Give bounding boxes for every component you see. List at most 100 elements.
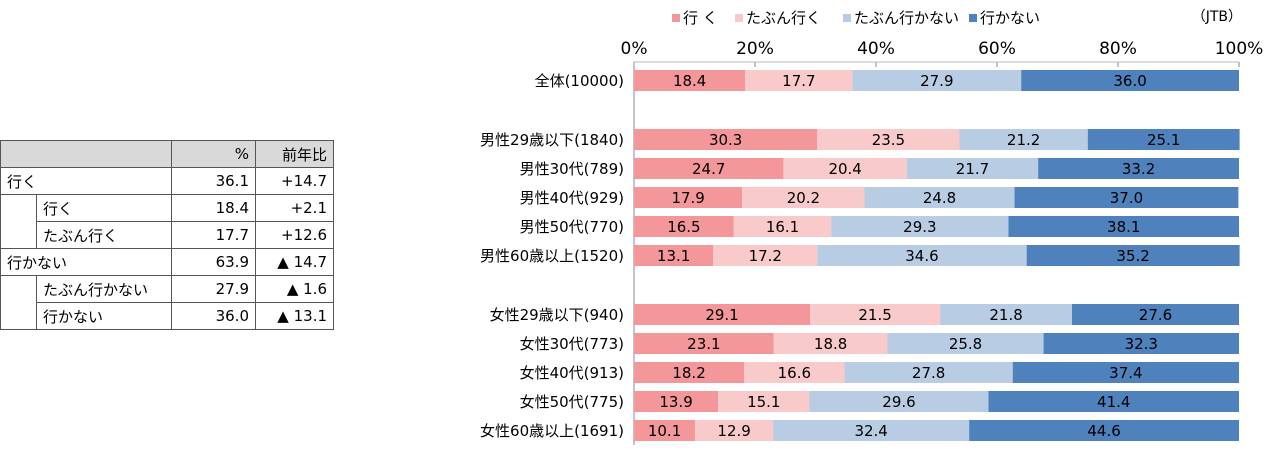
category-labels: 全体(10000) 男性29歳以下(1840) 男性30代(789) 男性40代(92… bbox=[480, 72, 624, 440]
legend-swatch bbox=[843, 14, 851, 22]
row-label: たぶん行かない bbox=[36, 275, 172, 303]
bar-data-label: 20.2 bbox=[787, 189, 820, 207]
x-axis-ticks: 0% 20% 40% 60% 80% 100% bbox=[621, 39, 1264, 445]
bar-data-label: 29.6 bbox=[882, 393, 915, 411]
bar-data-label: 30.3 bbox=[709, 131, 742, 149]
bar-segment bbox=[988, 391, 1239, 412]
row-yoy: ▲ 14.7 bbox=[255, 248, 334, 276]
bar-data-label: 27.8 bbox=[912, 364, 945, 382]
header-cell-percent: % bbox=[171, 140, 256, 168]
category-label: 女性29歳以下(940) bbox=[490, 306, 624, 324]
bar-data-label: 24.7 bbox=[692, 160, 725, 178]
category-label: 男性40代(929) bbox=[520, 189, 624, 207]
bar-segment bbox=[809, 391, 989, 412]
table-row: 行かない 63.9 ▲ 14.7 bbox=[0, 248, 334, 276]
legend-label: たぶん行く bbox=[746, 9, 821, 27]
bar-segment bbox=[1012, 362, 1239, 383]
bar-data-label: 24.8 bbox=[923, 189, 956, 207]
bar-segment bbox=[1038, 158, 1239, 179]
bar-data-label: 27.6 bbox=[1139, 306, 1172, 324]
bar-data-label: 34.6 bbox=[905, 247, 938, 265]
bar-data-label: 21.5 bbox=[858, 306, 891, 324]
bar-segment bbox=[742, 187, 865, 208]
row-value: 36.0 bbox=[171, 302, 256, 330]
x-tick-label: 0% bbox=[621, 39, 648, 59]
bar-data-label: 37.0 bbox=[1110, 189, 1143, 207]
bar-segment bbox=[817, 245, 1027, 266]
bar-data-label: 17.7 bbox=[782, 72, 815, 90]
legend-swatch bbox=[969, 14, 977, 22]
row-value: 63.9 bbox=[171, 248, 256, 276]
bar-segment bbox=[969, 420, 1239, 441]
bar-segment bbox=[1014, 187, 1239, 208]
category-label: 女性40代(913) bbox=[520, 364, 624, 382]
row-label: たぶん行く bbox=[36, 221, 172, 249]
bar-data-label: 16.6 bbox=[778, 364, 811, 382]
bar-series: 18.4 17.7 27.9 36.0 30.3 23.5 21.2 25.1 24.7 20.4… bbox=[634, 70, 1240, 441]
bar-data-label: 27.9 bbox=[920, 72, 953, 90]
row-yoy: +12.6 bbox=[255, 221, 334, 249]
bar-data-label: 36.0 bbox=[1113, 72, 1146, 90]
x-tick-label: 40% bbox=[857, 39, 895, 59]
bar-data-label: 17.2 bbox=[749, 247, 782, 265]
bar-segment bbox=[810, 304, 941, 325]
bar-data-label: 25.8 bbox=[949, 335, 982, 353]
row-label: 行く bbox=[0, 167, 172, 195]
legend-swatch bbox=[735, 14, 743, 22]
bar-data-label: 17.9 bbox=[671, 189, 704, 207]
bar-data-label: 21.7 bbox=[956, 160, 989, 178]
table-row: 行く 18.4 +2.1 bbox=[0, 194, 334, 222]
row-yoy: +14.7 bbox=[255, 167, 334, 195]
bar-segment bbox=[906, 158, 1039, 179]
bar-segment bbox=[634, 362, 745, 383]
x-tick-label: 60% bbox=[978, 39, 1016, 59]
bar-segment bbox=[773, 420, 970, 441]
bar-segment bbox=[745, 70, 853, 91]
row-label: 行く bbox=[36, 194, 172, 222]
row-value: 17.7 bbox=[171, 221, 256, 249]
category-label: 女性60歳以上(1691) bbox=[480, 422, 624, 440]
table-row: たぶん行かない 27.9 ▲ 1.6 bbox=[0, 275, 334, 303]
category-label: 男性30代(789) bbox=[520, 160, 624, 178]
bar-segment bbox=[634, 70, 746, 91]
bar-segment bbox=[634, 420, 696, 441]
bar-data-label: 32.3 bbox=[1125, 335, 1158, 353]
bar-data-label: 12.9 bbox=[717, 422, 750, 440]
bar-segment bbox=[1008, 216, 1239, 237]
bar-segment bbox=[844, 362, 1013, 383]
header-cell-label bbox=[0, 140, 172, 168]
bar-data-label: 18.4 bbox=[673, 72, 706, 90]
bar-data-label: 33.2 bbox=[1122, 160, 1155, 178]
bar-segment bbox=[1087, 129, 1240, 150]
bar-segment bbox=[634, 216, 734, 237]
legend-swatch bbox=[672, 14, 680, 22]
bar-data-label: 20.4 bbox=[828, 160, 861, 178]
bar-segment bbox=[695, 420, 774, 441]
bar-data-label: 35.2 bbox=[1116, 247, 1149, 265]
bar-segment bbox=[852, 70, 1022, 91]
bar-data-label: 13.9 bbox=[659, 393, 692, 411]
bar-segment bbox=[831, 216, 1009, 237]
bar-data-label: 29.3 bbox=[903, 218, 936, 236]
indent-cell bbox=[0, 194, 37, 222]
bar-data-label: 13.1 bbox=[657, 247, 690, 265]
indent-cell bbox=[0, 275, 37, 303]
bar-data-label: 23.1 bbox=[687, 335, 720, 353]
table-header-row: % 前年比 bbox=[0, 140, 334, 168]
bar-segment bbox=[864, 187, 1015, 208]
x-tick-label: 100% bbox=[1215, 39, 1264, 59]
source-note: （JTB） bbox=[1192, 9, 1242, 25]
bar-data-label: 38.1 bbox=[1107, 218, 1140, 236]
bar-segment bbox=[1021, 70, 1239, 91]
row-value: 18.4 bbox=[171, 194, 256, 222]
bar-segment bbox=[744, 362, 845, 383]
category-label: 女性30代(773) bbox=[520, 335, 624, 353]
bar-data-label: 21.8 bbox=[989, 306, 1022, 324]
bar-data-label: 18.2 bbox=[672, 364, 705, 382]
category-label: 女性50代(775) bbox=[520, 393, 624, 411]
legend-label: たぶん行かない bbox=[854, 9, 959, 27]
row-label: 行かない bbox=[0, 248, 172, 276]
x-tick-label: 80% bbox=[1099, 39, 1137, 59]
bar-segment bbox=[634, 333, 774, 354]
